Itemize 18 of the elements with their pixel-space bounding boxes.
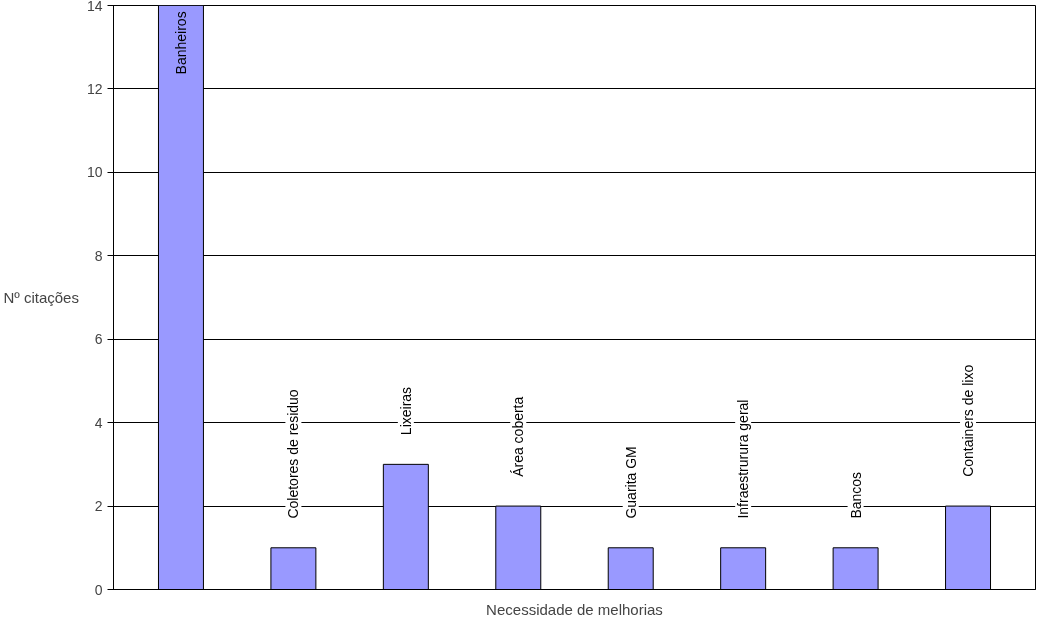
- x-tick-label: Containers de lixo: [960, 364, 977, 477]
- x-axis-title: Necessidade de melhorias: [486, 600, 663, 618]
- x-tick-label: Infraestrurura geral: [735, 399, 752, 519]
- x-tick-label: Banheiros: [172, 11, 189, 75]
- y-tick-label: 8: [94, 247, 103, 264]
- x-tick-label: Coletores de residuo: [285, 389, 302, 519]
- y-tick-label: 12: [86, 80, 103, 97]
- y-tick-label: 10: [86, 164, 103, 181]
- y-tick-label: 6: [94, 331, 103, 348]
- y-tick-label: 4: [94, 414, 103, 431]
- x-tick-label: Bancos: [847, 471, 864, 519]
- y-axis-title: Nº citações: [3, 289, 79, 306]
- y-tick-label: 2: [94, 498, 103, 515]
- y-tick-label: 0: [94, 581, 103, 598]
- x-tick-label: Guarita GM: [622, 446, 639, 519]
- y-tick-label: 14: [86, 0, 103, 14]
- x-tick-label: Lixeiras: [397, 386, 414, 436]
- x-tick-label: Área coberta: [510, 396, 527, 477]
